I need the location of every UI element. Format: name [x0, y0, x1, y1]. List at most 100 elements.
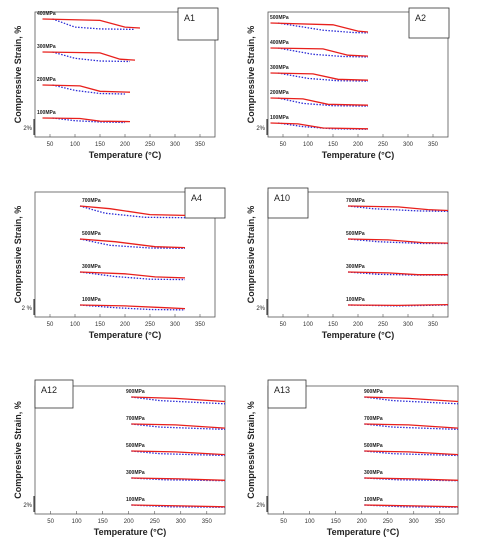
x-tick-label: 300 [170, 322, 181, 328]
series-red-700MPa [364, 423, 459, 429]
series-red-900MPa [131, 396, 226, 403]
panel-title-box-A1 [177, 7, 219, 41]
x-tick-label: 100 [72, 519, 83, 525]
series-red-300MPa [79, 271, 186, 279]
y-axis-label-A12: Compressive Strain, % [13, 401, 23, 499]
series-red-700MPa [79, 205, 186, 217]
series-red-200MPa [270, 97, 369, 106]
curve-label-700MPa: 700MPa [126, 416, 145, 422]
curve-label-900MPa: 900MPa [126, 389, 145, 395]
curve-label-500MPa: 500MPa [364, 443, 383, 449]
y-axis-label-A2: Compressive Strain, % [246, 26, 256, 124]
series-blue-300MPa [364, 477, 459, 482]
x-tick-label: 50 [280, 322, 287, 328]
scale-bar-label-A10: 2% [256, 306, 265, 312]
x-tick-label: 300 [176, 519, 187, 525]
scale-bar-label-A4: 2 % [22, 306, 33, 312]
x-axis-label-A10: Temperature (°C) [322, 330, 394, 340]
x-tick-label: 200 [357, 519, 368, 525]
series-red-300MPa [270, 72, 369, 81]
plot-frame-A12 [34, 385, 226, 515]
panel-title-A10: A10 [274, 193, 290, 203]
x-tick-label: 100 [70, 142, 81, 148]
series-red-100MPa [79, 304, 186, 310]
x-tick-label: 50 [47, 322, 54, 328]
x-axis-label-A12: Temperature (°C) [94, 527, 166, 537]
y-axis-label-A1: Compressive Strain, % [13, 26, 23, 124]
x-tick-label: 300 [403, 142, 414, 148]
series-red-900MPa [364, 396, 459, 403]
curve-label-100MPa: 100MPa [37, 110, 56, 116]
series-blue-400MPa [52, 18, 136, 31]
x-tick-label: 150 [328, 142, 339, 148]
x-tick-label: 250 [145, 142, 156, 148]
x-tick-label: 250 [378, 142, 389, 148]
scale-bar-label-A12: 2% [23, 503, 32, 509]
x-tick-label: 250 [378, 322, 389, 328]
x-tick-label: 150 [98, 519, 109, 525]
x-tick-label: 350 [202, 519, 213, 525]
series-blue-200MPa [277, 97, 369, 107]
curve-label-300MPa: 300MPa [82, 264, 101, 270]
panel-title-A1: A1 [184, 13, 195, 23]
series-red-100MPa [42, 117, 131, 123]
panel-title-A2: A2 [415, 13, 426, 23]
series-blue-300MPa [277, 72, 369, 82]
x-tick-label: 50 [47, 519, 54, 525]
x-tick-label: 200 [353, 142, 364, 148]
x-tick-label: 150 [95, 322, 106, 328]
x-tick-label: 150 [331, 519, 342, 525]
curve-label-300MPa: 300MPa [364, 470, 383, 476]
series-red-400MPa [270, 47, 369, 57]
series-blue-100MPa [52, 117, 126, 124]
x-tick-label: 300 [409, 519, 420, 525]
series-red-300MPa [131, 477, 226, 481]
panel-title-box-A13 [267, 379, 307, 409]
curve-label-300MPa: 300MPa [37, 44, 56, 50]
panel-title-box-A12 [34, 379, 74, 409]
curve-label-100MPa: 100MPa [346, 297, 365, 303]
series-red-100MPa [270, 122, 369, 130]
x-tick-label: 150 [328, 322, 339, 328]
x-axis-label-A4: Temperature (°C) [89, 330, 161, 340]
series-red-200MPa [42, 84, 131, 93]
x-tick-label: 50 [47, 142, 54, 148]
x-tick-label: 50 [280, 142, 287, 148]
x-tick-label: 350 [435, 519, 446, 525]
series-red-400MPa [42, 18, 141, 29]
series-red-500MPa [364, 450, 459, 456]
y-axis-label-A10: Compressive Strain, % [246, 206, 256, 304]
scale-bar-label-A13: 2% [256, 503, 265, 509]
curve-label-100MPa: 100MPa [82, 297, 101, 303]
x-tick-label: 200 [120, 142, 131, 148]
curve-label-700MPa: 700MPa [346, 198, 365, 204]
curve-label-500MPa: 500MPa [346, 231, 365, 237]
curve-label-400MPa: 400MPa [270, 40, 289, 46]
series-blue-700MPa [347, 205, 449, 213]
series-blue-500MPa [79, 238, 186, 250]
series-blue-100MPa [79, 304, 186, 311]
panel-title-A13: A13 [274, 385, 290, 395]
curve-label-400MPa: 400MPa [37, 11, 56, 17]
curve-label-100MPa: 100MPa [364, 497, 383, 503]
x-tick-label: 250 [145, 322, 156, 328]
x-tick-label: 250 [383, 519, 394, 525]
series-blue-500MPa [277, 22, 369, 34]
scale-bar-label-A1: 2% [23, 126, 32, 132]
y-axis-label-A13: Compressive Strain, % [246, 401, 256, 499]
curve-label-500MPa: 500MPa [82, 231, 101, 237]
x-tick-label: 200 [353, 322, 364, 328]
x-tick-label: 100 [70, 322, 81, 328]
panel-title-A12: A12 [41, 385, 57, 395]
curve-label-900MPa: 900MPa [364, 389, 383, 395]
series-red-500MPa [79, 238, 186, 249]
x-tick-label: 100 [303, 142, 314, 148]
series-blue-200MPa [52, 84, 126, 95]
curve-label-700MPa: 700MPa [364, 416, 383, 422]
series-blue-700MPa [79, 205, 186, 219]
curve-label-100MPa: 100MPa [270, 115, 289, 121]
series-red-300MPa [42, 51, 136, 61]
series-blue-400MPa [277, 47, 369, 58]
x-tick-label: 100 [303, 322, 314, 328]
